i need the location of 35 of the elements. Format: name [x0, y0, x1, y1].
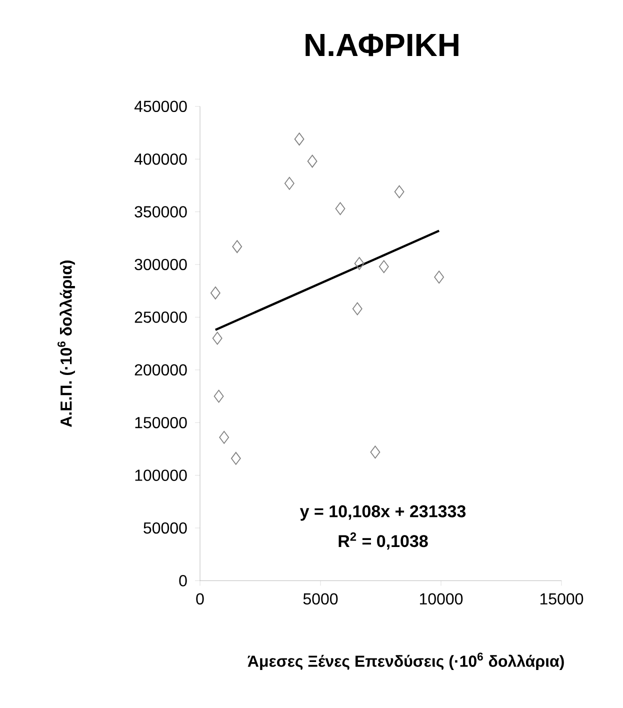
y-tick-label: 350000	[134, 206, 187, 218]
point	[307, 154, 318, 168]
y-axis-title: Α.Ε.Π. (·10$^{6}$ δολλάρια)	[58, 260, 75, 427]
y-tick-label: 0	[179, 575, 187, 586]
point	[354, 256, 364, 270]
y-tick-label: 200000	[134, 364, 187, 376]
point	[210, 286, 220, 300]
point	[284, 176, 294, 190]
point	[370, 446, 380, 459]
point	[219, 430, 230, 444]
x-tick-label: 5000	[303, 593, 338, 605]
point	[378, 260, 389, 274]
point	[230, 452, 241, 465]
y-tick-label: 400000	[134, 153, 187, 165]
x-axis-title: Άμεσες Ξένες Επενδύσεις (·10$^{6}$ δολλάρια)	[248, 652, 564, 670]
y-tick-label: 150000	[135, 416, 187, 428]
chart-title: Ν.ΑΦΡΙΚΗ	[306, 34, 458, 56]
annotation: R$^{2}$ = 0,1038	[338, 532, 428, 550]
y-tick-label: 300000	[134, 258, 187, 270]
y-tick-label: 50000	[144, 522, 187, 534]
point	[335, 202, 346, 216]
x-tick-label: 0	[196, 593, 204, 605]
point	[294, 132, 304, 146]
x-tick-label: 10000	[420, 593, 463, 605]
y-tick-label: 100000	[135, 470, 187, 481]
annotation: y = 10,108x + 231333	[300, 505, 466, 521]
x-tick-label: 15000	[540, 593, 584, 605]
point	[212, 332, 222, 345]
y-tick-label: 450000	[134, 100, 187, 112]
point	[214, 390, 224, 403]
y-tick-label: 250000	[134, 312, 187, 323]
point	[434, 270, 444, 284]
point	[394, 185, 404, 198]
point	[352, 302, 362, 316]
point	[232, 240, 242, 254]
